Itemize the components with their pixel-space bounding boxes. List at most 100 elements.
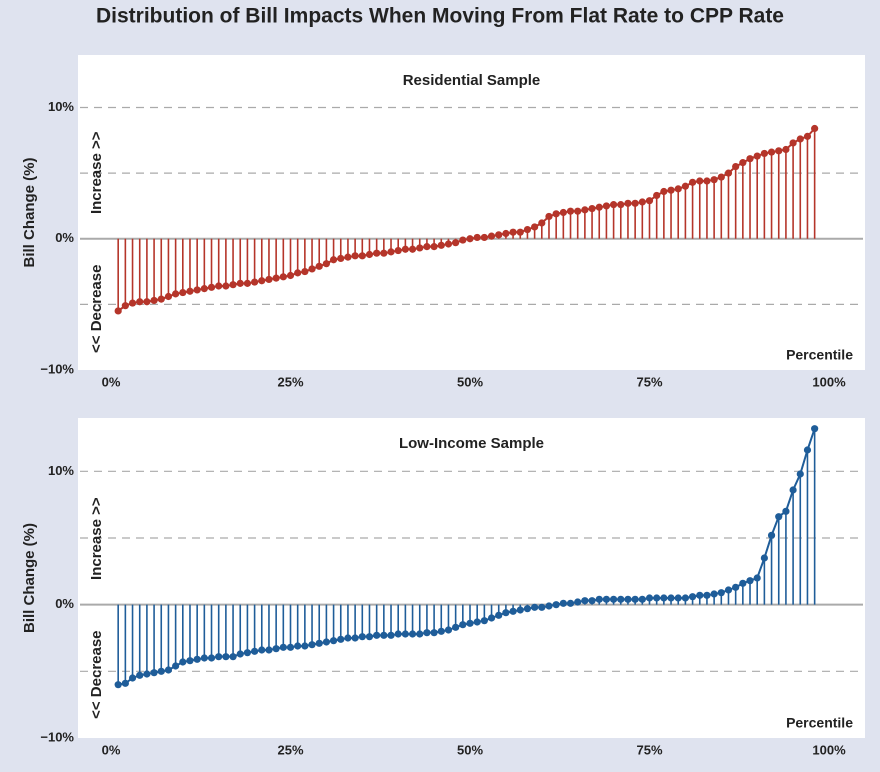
point [595,203,603,211]
point [660,187,668,196]
point [760,554,768,562]
point [552,210,560,218]
point [143,670,151,678]
x-tick-label: 50% [457,742,483,757]
point [746,155,754,163]
point [337,254,345,263]
point [617,595,625,603]
point [473,618,481,626]
point [222,653,230,661]
point [430,629,438,637]
point [437,627,445,635]
point [373,249,381,257]
point [251,647,259,655]
point [803,132,812,140]
panel-title: Low-Income Sample [399,435,544,452]
point [243,279,252,287]
x-tick-label: 25% [277,374,303,389]
point [480,233,488,242]
point [660,594,668,602]
point [229,281,237,289]
point [394,246,402,255]
point [538,219,546,227]
x-tick-label: 25% [277,742,303,757]
point [559,599,567,607]
point [775,147,783,155]
point [365,633,374,641]
point [566,207,575,215]
point [811,124,819,133]
point [746,577,754,585]
point [487,232,496,240]
y-tick-label: 0% [55,596,74,611]
point [373,631,381,639]
point [164,666,173,674]
x-tick-label: 100% [812,374,846,389]
point [380,249,388,257]
point [150,296,158,305]
point [236,279,244,287]
point [193,286,201,294]
point [308,265,316,273]
point [172,662,180,670]
point [272,274,280,282]
point [315,262,323,270]
y-axis-label: Bill Change (%) [21,157,38,267]
point [452,623,460,631]
point [724,586,733,594]
point [294,269,302,277]
point [760,149,768,158]
point [337,635,345,643]
point [408,245,417,253]
point [164,292,173,301]
point [358,633,366,641]
point [775,513,783,521]
point [179,288,187,297]
point [789,486,797,494]
point [610,201,618,209]
point [502,229,510,238]
point [710,590,718,598]
point [466,619,474,627]
annotation: << Decrease [88,630,105,718]
point [294,642,302,650]
point [631,595,639,603]
point [732,162,740,171]
point [688,593,697,601]
point [423,243,431,251]
point [796,470,804,478]
panel [78,55,865,370]
point [193,655,201,663]
x-axis-label: Percentile [786,347,853,363]
x-tick-label: 50% [457,374,483,389]
point [258,277,266,285]
point [703,591,711,599]
x-tick-label: 0% [102,374,121,389]
point [136,298,144,306]
point [200,285,208,293]
point [459,236,467,244]
point [265,646,273,654]
point [329,637,338,645]
point [624,199,632,207]
point [674,594,682,602]
point [251,278,259,286]
point [215,282,223,290]
point [696,177,704,185]
point [595,595,603,603]
point [351,252,359,260]
point [653,191,661,200]
point [243,649,252,657]
point [681,182,690,190]
point [452,239,460,247]
point [602,202,611,210]
y-tick-label: 10% [48,463,74,478]
y-axis-label: Bill Change (%) [21,523,38,633]
point [416,630,424,638]
point [538,603,546,611]
point [207,654,216,662]
point [574,598,582,606]
point [358,252,366,260]
point [495,611,503,619]
point [782,145,790,154]
